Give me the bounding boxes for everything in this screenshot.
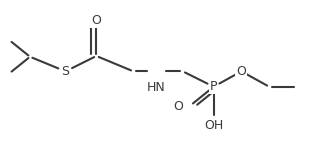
Text: HN: HN xyxy=(147,81,166,94)
Text: O: O xyxy=(237,65,246,78)
Text: P: P xyxy=(210,80,217,93)
Text: OH: OH xyxy=(204,119,223,132)
Text: S: S xyxy=(61,65,69,78)
Text: O: O xyxy=(173,100,183,113)
Text: O: O xyxy=(91,14,101,27)
